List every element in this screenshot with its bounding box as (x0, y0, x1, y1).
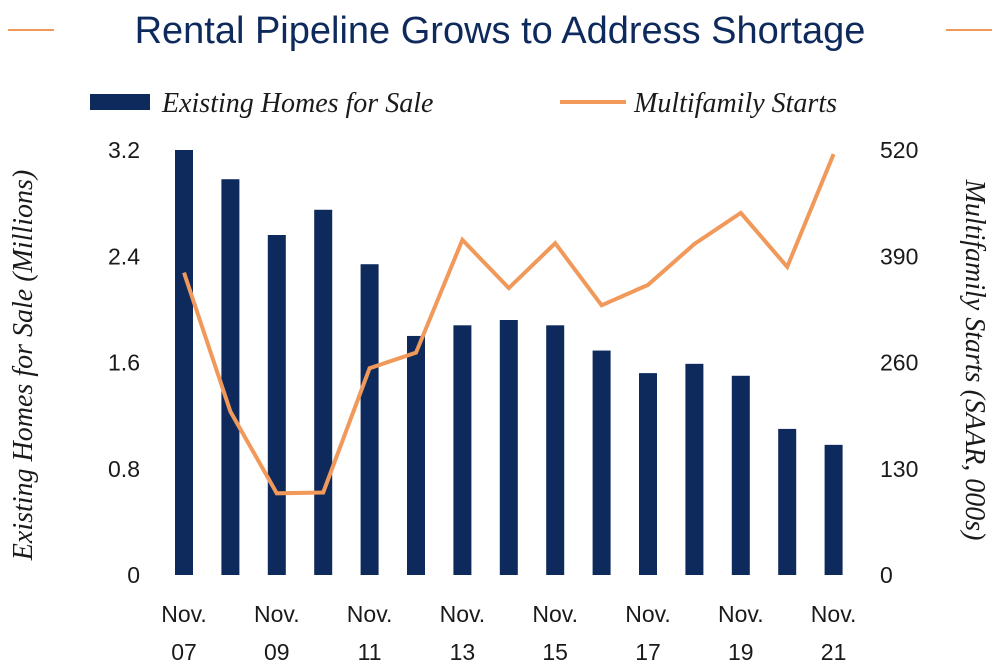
bar-existing-homes (546, 325, 565, 575)
x-tick-year: 11 (358, 639, 382, 665)
legend-swatch-bars (90, 94, 150, 110)
multifamily-starts-line (182, 153, 836, 496)
bar-existing-homes (499, 320, 518, 575)
legend-label-line: Multifamily Starts (633, 88, 837, 119)
legend-label-bars: Existing Homes for Sale (161, 88, 433, 119)
bar-existing-homes (175, 150, 193, 575)
bar-existing-homes (824, 444, 843, 575)
bar-existing-homes (731, 375, 750, 575)
bar-series (175, 150, 843, 575)
y-left-tick-label: 1.6 (108, 350, 140, 376)
bar-existing-homes (592, 350, 611, 575)
x-tick-year: 17 (635, 639, 661, 665)
y-right-tick-label: 520 (880, 137, 918, 163)
y-left-axis-title: Existing Homes for Sale (Millions) (8, 170, 39, 561)
y-right-tick-label: 0 (880, 562, 893, 588)
y-left-tick-label: 2.4 (108, 243, 140, 269)
bar-existing-homes (453, 325, 472, 575)
bar-existing-homes (778, 428, 797, 575)
x-tick-label: Nov. 07 (161, 601, 207, 665)
x-tick-month: Nov. (161, 601, 207, 627)
bar-existing-homes (314, 209, 333, 575)
x-tick-month: Nov. (625, 601, 671, 627)
y-right-tick-label: 130 (880, 456, 918, 482)
bar-existing-homes (639, 373, 657, 575)
x-tick-year: 07 (171, 639, 197, 665)
chart-title: Rental Pipeline Grows to Address Shortag… (135, 10, 866, 52)
y-left-tick-label: 0.8 (108, 456, 140, 482)
x-tick-year: 13 (450, 639, 476, 665)
x-tick-year: 21 (821, 639, 847, 665)
x-tick-month: Nov. (532, 601, 578, 627)
y-left-tick-label: 0 (127, 562, 140, 588)
y-right-tick-label: 390 (880, 243, 918, 269)
y-right-axis-title: Multifamily Starts (SAAR, 000s) (959, 179, 990, 541)
x-tick-label: Nov. 11 (347, 601, 393, 665)
y-left-ticks: 0 0.8 1.6 2.4 3.2 (108, 137, 140, 588)
x-tick-year: 19 (728, 639, 754, 665)
bar-existing-homes (407, 335, 425, 575)
x-tick-year: 09 (264, 639, 290, 665)
x-tick-label: Nov. 21 (811, 601, 857, 665)
x-tick-year: 15 (542, 639, 568, 665)
x-tick-month: Nov. (811, 601, 857, 627)
x-tick-label: Nov. 13 (440, 601, 486, 665)
bar-existing-homes (360, 264, 379, 575)
x-tick-label: Nov. 15 (532, 601, 578, 665)
y-left-tick-label: 3.2 (108, 137, 140, 163)
x-tick-month: Nov. (440, 601, 486, 627)
y-right-ticks: 0 130 260 390 520 (880, 137, 918, 588)
x-tick-label: Nov. 09 (254, 601, 300, 665)
x-tick-month: Nov. (347, 601, 393, 627)
bar-existing-homes (685, 363, 704, 575)
bar-existing-homes (267, 235, 286, 575)
y-right-tick-label: 260 (880, 350, 918, 376)
x-tick-month: Nov. (718, 601, 764, 627)
x-tick-label: Nov. 19 (718, 601, 764, 665)
bar-existing-homes (221, 179, 240, 575)
x-tick-month: Nov. (254, 601, 300, 627)
x-tick-label: Nov. 17 (625, 601, 671, 665)
legend: Existing Homes for Sale Multifamily Star… (90, 88, 837, 119)
x-axis-ticks: Nov.07Nov.09Nov.11Nov.13Nov.15Nov.17Nov.… (161, 601, 856, 665)
